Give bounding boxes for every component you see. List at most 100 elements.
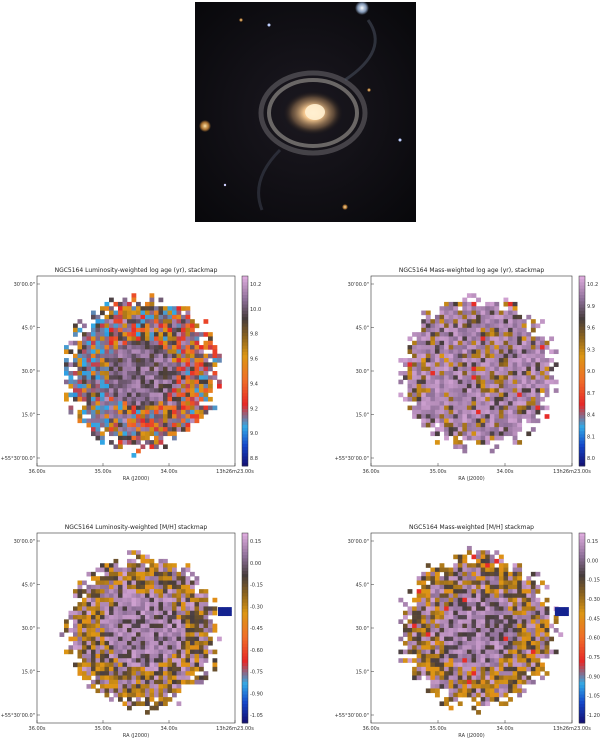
heatmap-cell (167, 414, 173, 419)
heatmap-cell (521, 580, 527, 586)
heatmap-cell (425, 409, 431, 415)
heatmap-cell (77, 358, 83, 363)
heatmap-cell (407, 345, 413, 350)
heatmap-cell (194, 379, 200, 385)
heatmap-cell (100, 597, 105, 603)
heatmap-cell (476, 589, 481, 594)
heatmap-cell (434, 692, 440, 698)
heatmap-cell (136, 353, 141, 359)
heatmap-cell (86, 401, 92, 406)
heatmap-cell (512, 576, 518, 581)
heatmap-cell (203, 636, 209, 642)
heatmap-cell (222, 607, 228, 612)
heatmap-cell (127, 580, 132, 586)
colorbar-segment (579, 402, 585, 407)
heatmap-cell (77, 392, 83, 398)
heatmap-cell (109, 645, 114, 650)
heatmap-cell (127, 327, 132, 333)
heatmap-cell (453, 440, 459, 445)
heatmap-cell (407, 358, 413, 363)
heatmap-cell (158, 684, 164, 689)
heatmap-cell (109, 584, 114, 590)
heatmap-cell (95, 371, 101, 376)
heatmap-cell (535, 662, 541, 668)
heatmap-cell (526, 383, 532, 389)
heatmap-cell (462, 371, 468, 376)
heatmap-cell (122, 371, 128, 376)
heatmap-cell (203, 653, 209, 659)
x-tick-label: 35.00s (430, 726, 447, 732)
colorbar-segment (242, 656, 248, 661)
heatmap-cell (530, 388, 536, 393)
heatmap-cell (181, 645, 186, 650)
heatmap-cell (181, 593, 186, 599)
y-tick-label: 45.0" (356, 326, 369, 332)
heatmap-cell (181, 615, 186, 620)
heatmap-cell (453, 606, 459, 612)
heatmap-cell (530, 362, 536, 367)
heatmap-cell (104, 396, 110, 402)
y-tick-label: 45.0" (356, 583, 369, 589)
heatmap-cell (158, 653, 164, 659)
heatmap-cell (402, 358, 408, 363)
heatmap-cell (421, 584, 427, 590)
heatmap-cell (508, 580, 513, 586)
heatmap-cell (190, 645, 195, 650)
heatmap-cell (421, 597, 427, 603)
heatmap-cell (109, 353, 114, 359)
heatmap-cell (489, 362, 495, 367)
heatmap-cell (540, 610, 545, 616)
heatmap-cell (167, 697, 173, 702)
heatmap-cell (439, 684, 445, 689)
heatmap-cell (540, 396, 545, 402)
heatmap-cell (149, 606, 155, 612)
heatmap-cell (181, 675, 186, 681)
heatmap-cell (466, 301, 472, 307)
heatmap-cell (154, 383, 159, 389)
heatmap-cell (485, 563, 491, 568)
heatmap-cell (448, 301, 454, 307)
heatmap-cell (154, 688, 159, 694)
heatmap-cell (194, 392, 200, 398)
heatmap-cell (416, 401, 422, 406)
heatmap-cell (158, 692, 164, 698)
heatmap-cell (494, 602, 500, 607)
heatmap-cell (471, 310, 477, 316)
heatmap-cell (185, 649, 191, 655)
heatmap-cell (425, 615, 431, 620)
heatmap-cell (154, 422, 159, 428)
heatmap-cell (59, 632, 65, 637)
heatmap-cell (95, 388, 101, 393)
heatmap-cell (448, 375, 454, 380)
heatmap-cell (526, 615, 532, 620)
heatmap-cell (104, 563, 110, 568)
heatmap-cell (448, 692, 454, 698)
heatmap-cell (154, 323, 159, 329)
heatmap-cell (480, 440, 486, 445)
heatmap-cell (549, 349, 555, 355)
heatmap-cell (544, 610, 550, 616)
heatmap-cell (113, 688, 119, 694)
heatmap-cell (100, 563, 105, 568)
heatmap-cell (163, 401, 168, 406)
heatmap-cell (508, 323, 513, 329)
heatmap-cell (526, 431, 532, 437)
heatmap-cell (559, 607, 565, 612)
heatmap-cell (91, 615, 96, 620)
heatmap-cell (503, 345, 509, 350)
heatmap-cell (434, 649, 440, 655)
heatmap-cell (208, 636, 213, 642)
heatmap-cell (407, 610, 413, 616)
colorbar-segment (242, 336, 248, 340)
heatmap-cell (508, 414, 513, 419)
heatmap-cell (176, 662, 182, 668)
heatmap-cell (145, 597, 150, 603)
heatmap-cell (158, 671, 164, 676)
heatmap-cell (402, 640, 408, 646)
heatmap-cell (503, 679, 509, 685)
heatmap-cell (145, 358, 150, 363)
colorbar-segment (579, 583, 585, 588)
heatmap-cell (434, 319, 440, 324)
heatmap-cell (476, 701, 481, 707)
heatmap-cell (109, 314, 114, 320)
